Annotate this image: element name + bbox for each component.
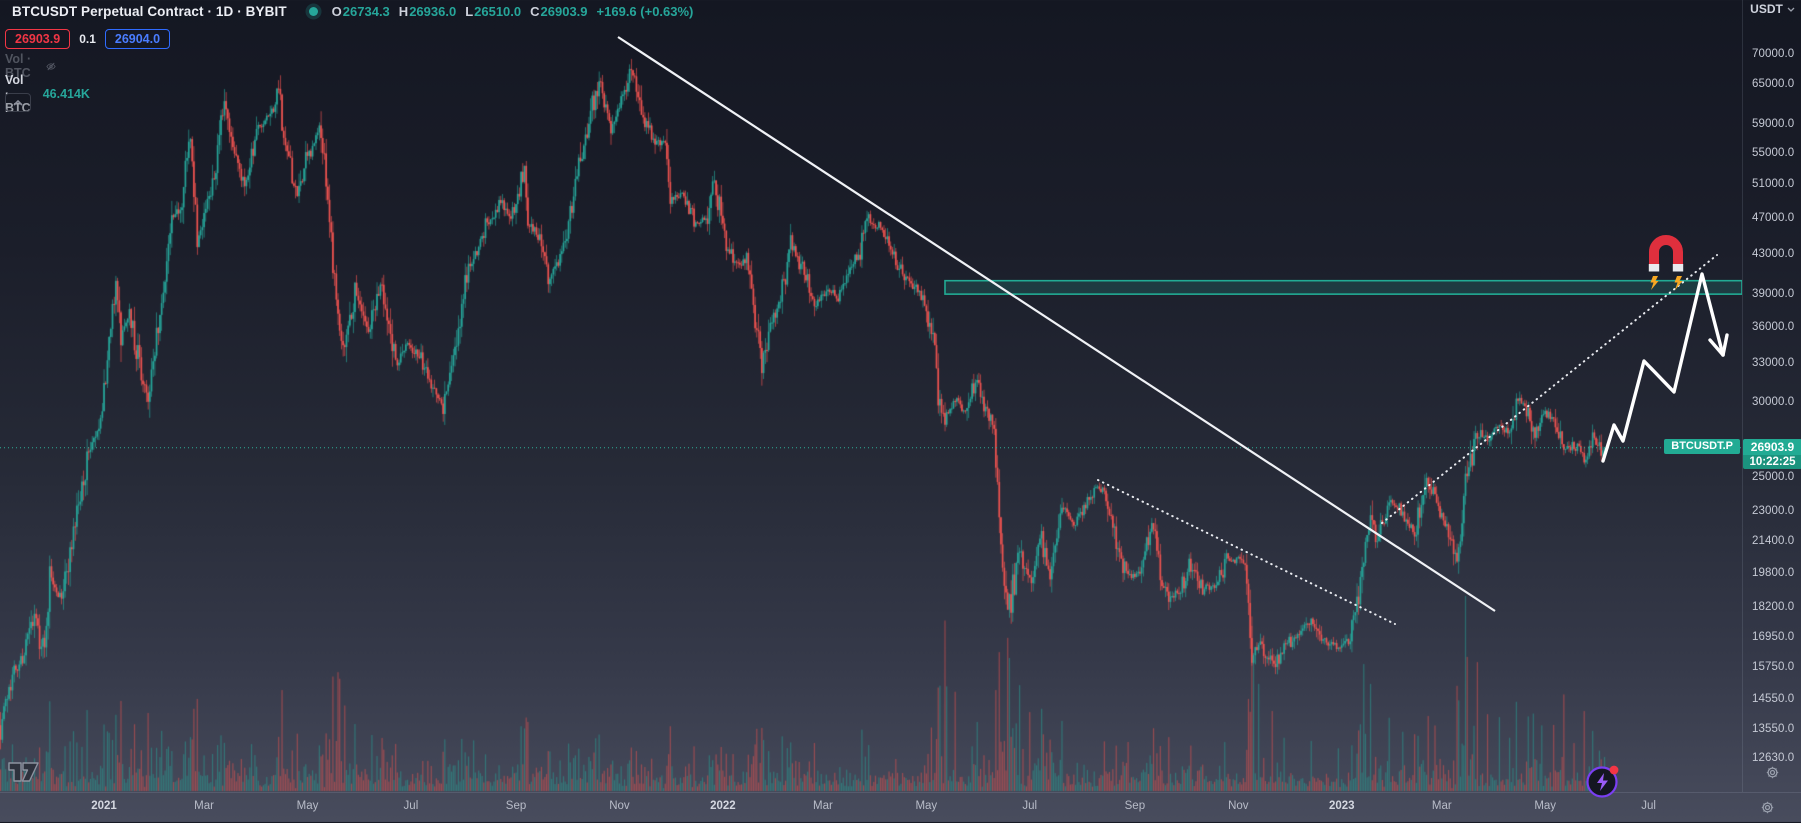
- price-tick: 47000.0: [1752, 211, 1795, 224]
- price-tick: 19800.0: [1752, 566, 1795, 579]
- ohlc-pair: L26510.0: [465, 4, 521, 19]
- price-tick: 12630.0: [1752, 751, 1795, 764]
- time-tick: 2021: [91, 800, 117, 812]
- time-tick: Sep: [505, 800, 527, 812]
- price-tick: 14550.0: [1752, 693, 1795, 706]
- price-tick: 36000.0: [1752, 321, 1795, 334]
- sell-button[interactable]: 26903.9: [5, 29, 71, 49]
- bar-countdown: 10:22:25: [1743, 454, 1801, 469]
- price-tick: 23000.0: [1752, 505, 1795, 518]
- ohlc-pair: O26734.3: [332, 4, 390, 19]
- time-axis[interactable]: 2021 Mar May Jul Sep Nov 2022 Mar May Jul Sep Nov 20…: [0, 792, 1801, 823]
- ohlc-value: 26510.0: [474, 4, 522, 19]
- ohlc-letter: H: [398, 4, 409, 19]
- chevron-up-icon: [13, 99, 23, 106]
- time-tick: Nov: [1228, 800, 1249, 812]
- projection-arrow[interactable]: [1601, 272, 1725, 463]
- notification-dot: [1609, 765, 1619, 775]
- time-tick: Mar: [1431, 800, 1452, 812]
- time-tick: Mar: [194, 800, 214, 812]
- time-tick: Jul: [403, 800, 419, 812]
- price-axis[interactable]: USDT 70000.0 65000.0 59000.0 55000.0 51000.0…: [1742, 0, 1801, 792]
- time-tick: May: [296, 800, 319, 812]
- time-tick: Sep: [1124, 800, 1146, 812]
- price-axis-settings-gear-icon[interactable]: [1765, 765, 1780, 780]
- ohlc-values: O26734.3 H26936.0 L26510.0 C26903.9: [332, 4, 588, 19]
- price-axis-currency-toggle[interactable]: USDT: [1743, 2, 1801, 16]
- price-tick: 30000.0: [1752, 396, 1795, 409]
- chevron-down-icon: [1787, 7, 1795, 12]
- symbol-title[interactable]: BTCUSDT Perpetual Contract · 1D · BYBIT: [12, 4, 287, 19]
- candlestick-chart-canvas[interactable]: [0, 0, 1742, 792]
- price-tick: 59000.0: [1752, 118, 1795, 131]
- price-tick: 16950.0: [1752, 630, 1795, 643]
- chart-pane[interactable]: BTCUSDT.P: [0, 0, 1742, 792]
- price-tick: 43000.0: [1752, 248, 1795, 261]
- major-downtrend-line[interactable]: [617, 36, 1496, 612]
- price-tick: 15750.0: [1752, 660, 1795, 673]
- ohlc-value: 26734.3: [342, 4, 390, 19]
- buy-button[interactable]: 26904.0: [104, 29, 171, 49]
- tradingview-logo[interactable]: [7, 760, 41, 784]
- volume-value: 46.414K: [42, 87, 90, 101]
- ohlc-pair: C26903.9: [530, 4, 587, 19]
- market-status-dot-icon: [308, 7, 318, 16]
- ohlc-pair: H26936.0: [399, 4, 456, 19]
- price-tick: 33000.0: [1752, 356, 1795, 369]
- time-tick: May: [915, 800, 938, 812]
- price-tick: 21400.0: [1752, 534, 1795, 547]
- price-tick: 13550.0: [1752, 722, 1795, 735]
- last-price-symbol-tag: BTCUSDT.P: [1664, 438, 1740, 454]
- symbol-title-row: BTCUSDT Perpetual Contract · 1D · BYBIT …: [12, 4, 693, 19]
- ohlc-letter: O: [331, 4, 342, 19]
- dotted-uptrend-line[interactable]: [1381, 254, 1718, 524]
- ohlc-value: 26903.9: [540, 4, 588, 19]
- time-axis-settings-gear-icon[interactable]: [1760, 800, 1775, 815]
- dotted-downtrend-line[interactable]: [1097, 479, 1396, 625]
- ohlc-value: 26936.0: [409, 4, 457, 19]
- price-tick: 18200.0: [1752, 601, 1795, 614]
- ohlc-letter: L: [465, 4, 474, 19]
- lightning-icon: [1597, 773, 1608, 791]
- indicator-row-hidden-volume[interactable]: Vol · BTC: [5, 52, 56, 80]
- last-price-axis-label: 26903.9 10:22:25: [1743, 438, 1801, 469]
- last-price-value: 26903.9: [1750, 439, 1795, 454]
- time-tick: Mar: [813, 800, 833, 812]
- price-tick: 39000.0: [1752, 288, 1795, 301]
- change-value: +169.6 (+0.63%): [596, 4, 694, 19]
- price-tick: 25000.0: [1752, 470, 1795, 483]
- supply-zone-rectangle[interactable]: [944, 279, 1742, 295]
- time-tick: Nov: [609, 800, 630, 812]
- eye-off-icon[interactable]: [46, 59, 56, 74]
- price-tick: 55000.0: [1752, 146, 1795, 159]
- trade-buttons-row: 26903.9 0.1 26904.0: [5, 29, 171, 49]
- time-tick: 2022: [710, 800, 736, 812]
- price-tick: 70000.0: [1752, 47, 1795, 60]
- price-tick: 65000.0: [1752, 78, 1795, 91]
- projection-arrowhead: [1708, 338, 1725, 357]
- drawings-overlay: [0, 36, 1742, 625]
- price-tick: 51000.0: [1752, 177, 1795, 190]
- time-tick: 2023: [1328, 800, 1355, 812]
- ohlc-letter: C: [530, 4, 540, 19]
- time-tick: Jul: [1022, 800, 1038, 812]
- magnet-icon[interactable]: [1648, 235, 1684, 290]
- time-tick: May: [1534, 800, 1557, 812]
- hidden-volume-label: Vol · BTC: [5, 52, 32, 80]
- projection-arrowhead: [1721, 333, 1729, 357]
- flash-alerts-button[interactable]: [1584, 762, 1622, 800]
- collapse-pane-button[interactable]: [5, 93, 31, 112]
- time-tick: Jul: [1641, 800, 1656, 812]
- spread-value: 0.1: [79, 32, 96, 46]
- symbol-tag-text: BTCUSDT.P: [1671, 440, 1733, 453]
- currency-label: USDT: [1750, 2, 1783, 16]
